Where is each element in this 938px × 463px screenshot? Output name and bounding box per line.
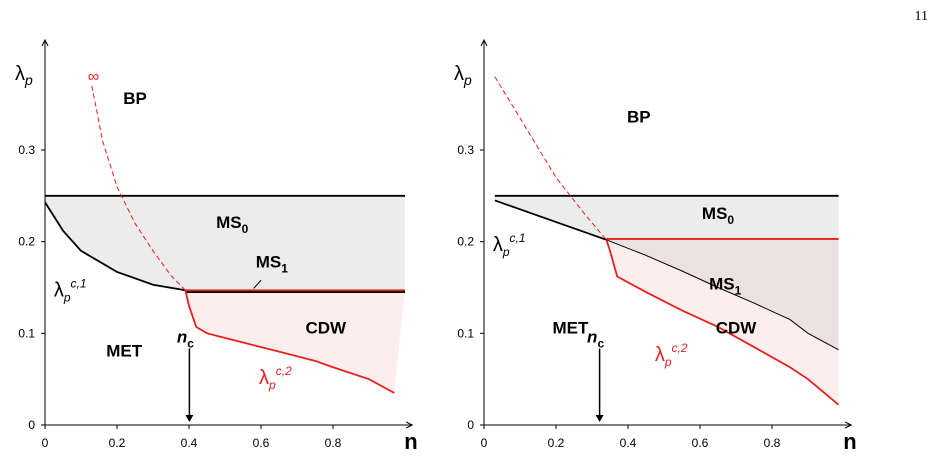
annotation: MET	[552, 318, 589, 337]
annotation: MET	[106, 341, 143, 360]
region-fill	[494, 195, 839, 240]
pointer-arrow	[253, 279, 262, 289]
annotation-text: MS	[702, 204, 728, 223]
x-tick-label: 0.4	[620, 436, 637, 450]
y-tick-label: 0.1	[18, 326, 35, 340]
annotation-text: λ	[655, 344, 665, 366]
x-tick-label: 0.6	[692, 436, 709, 450]
annotation-text: CDW	[305, 318, 347, 337]
x-tick-label: 0	[481, 436, 488, 450]
annotation: CDW	[716, 318, 758, 337]
y-tick-label: 0	[467, 418, 474, 432]
annotation: λpc,1	[54, 277, 87, 305]
annotation: MS0	[216, 213, 249, 236]
x-tick-label: 0.8	[325, 436, 342, 450]
annotation-sup: c,2	[276, 364, 292, 378]
y-tick-label: 0.3	[18, 143, 35, 157]
x-tick-label: 0.4	[181, 436, 198, 450]
curve	[606, 239, 839, 351]
annotation: λpc,2	[259, 364, 292, 392]
annotation-sub: 1	[281, 261, 288, 275]
curve	[605, 239, 840, 406]
phase-diagram: 00.10.20.30 0.2 0.4 0.6 0.8 nλpBPMS0MS1λpc,1M…	[15, 38, 418, 454]
x-tick-label: 0.2	[109, 436, 126, 450]
region-fill	[606, 238, 839, 350]
annotation: MS1	[256, 252, 289, 275]
annotation-sub: p	[268, 378, 276, 392]
y-axis-label: λp	[15, 63, 33, 88]
annotation-text: λ	[493, 234, 503, 256]
annotation: BP	[627, 108, 651, 127]
x-axis-label: n	[843, 429, 856, 454]
annotation-sub: p	[63, 291, 71, 305]
y-tick-label: 0	[28, 418, 35, 432]
annotation: BP	[123, 89, 147, 108]
annotation-text: BP	[123, 89, 147, 108]
annotation-text: MS	[256, 252, 282, 271]
annotation-sub: 1	[735, 283, 742, 297]
annotation-sup: c,1	[71, 277, 87, 291]
annotation-text: MS	[216, 213, 242, 232]
annotation-sub: c	[597, 337, 604, 351]
curve	[91, 85, 186, 291]
y-tick-label: 0.2	[457, 235, 474, 249]
annotation-text: MET	[552, 318, 589, 337]
annotation: MS0	[702, 204, 735, 227]
annotation-text: CDW	[716, 318, 758, 337]
nc-arrowhead	[185, 415, 194, 422]
annotation-text: n	[587, 328, 597, 347]
y-tick-label: 0.2	[18, 235, 35, 249]
page-number: 11	[915, 9, 928, 24]
annotation-sup: c,2	[672, 341, 688, 355]
annotation: nc	[177, 328, 194, 351]
curve	[44, 201, 186, 292]
annotation-sub: 0	[242, 222, 249, 236]
annotation-text: λ	[54, 280, 64, 302]
y-axis-label: λp	[454, 63, 472, 88]
curve	[494, 76, 607, 241]
y-label-sub: p	[24, 72, 33, 88]
annotation-sub: c	[187, 337, 194, 351]
annotation-text: MET	[106, 341, 143, 360]
annotation: nc	[587, 328, 604, 351]
axis-arrow	[405, 421, 414, 429]
annotation-sub: 0	[727, 213, 734, 227]
y-label-base: λ	[454, 63, 464, 85]
annotation-sup: c,1	[510, 231, 526, 245]
annotation-text: λ	[259, 367, 269, 389]
y-label-base: λ	[15, 63, 25, 85]
region-fill	[606, 239, 839, 405]
y-tick-label: 0.1	[457, 326, 474, 340]
annotation: MS1	[709, 274, 742, 297]
annotation-text: MS	[709, 274, 735, 293]
annotation-text: n	[177, 328, 187, 347]
phase-diagram: 00.10.20.30 0.2 0.4 0.6 0.8 nλpBPMS0MS1λpc,1M…	[454, 38, 857, 454]
region-fill	[185, 290, 405, 393]
y-label-sub: p	[463, 72, 472, 88]
curve	[184, 290, 395, 394]
x-tick-label: 0.6	[253, 436, 270, 450]
annotation: CDW	[305, 318, 347, 337]
annotation-sub: p	[502, 245, 510, 259]
annotation: λpc,2	[655, 341, 688, 369]
axis-arrow	[41, 38, 49, 47]
curve	[494, 199, 607, 241]
x-axis-label: n	[404, 429, 417, 454]
annotation: λpc,1	[493, 231, 526, 259]
y-tick-label: 0.3	[457, 143, 474, 157]
annotation-text: ∞	[88, 68, 99, 85]
axis-arrow	[844, 421, 853, 429]
x-tick-label: 0.8	[764, 436, 781, 450]
x-tick-label: 0.2	[548, 436, 565, 450]
nc-arrowhead	[595, 415, 604, 422]
region-fill	[45, 195, 405, 291]
axis-arrow	[480, 38, 488, 47]
x-tick-label: 0	[42, 436, 49, 450]
annotation-text: BP	[627, 108, 651, 127]
annotation-sub: p	[664, 355, 672, 369]
annotation: ∞	[88, 68, 99, 85]
